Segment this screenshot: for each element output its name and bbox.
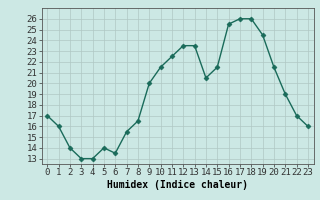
- X-axis label: Humidex (Indice chaleur): Humidex (Indice chaleur): [107, 180, 248, 190]
